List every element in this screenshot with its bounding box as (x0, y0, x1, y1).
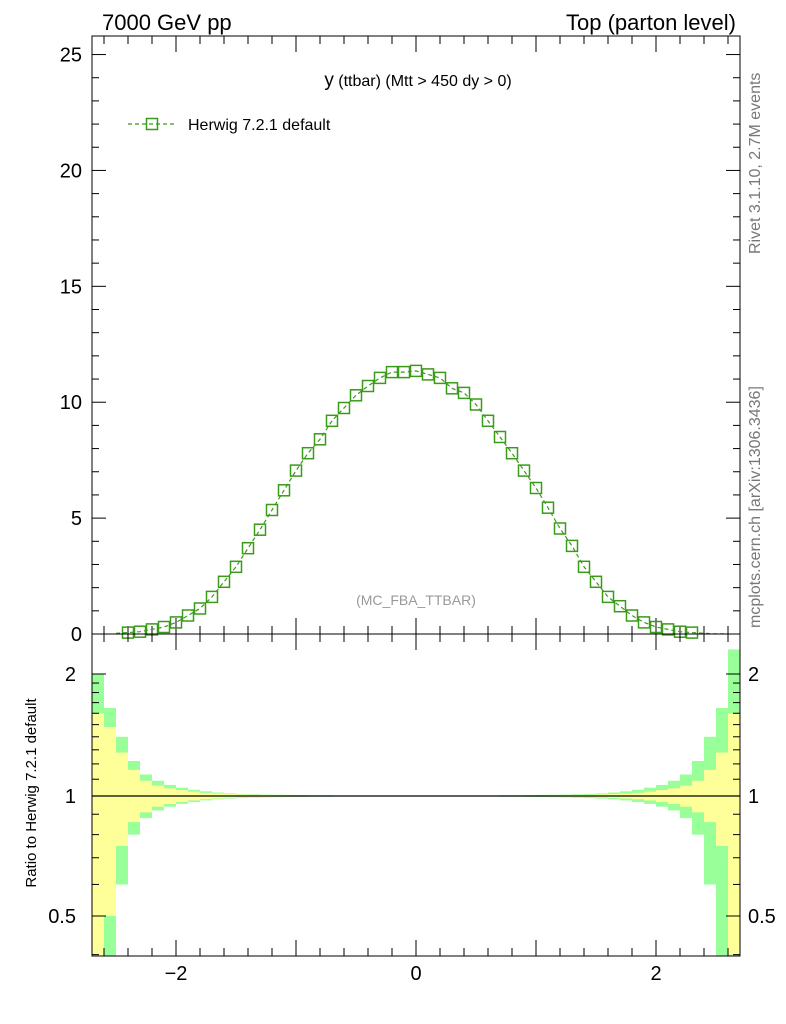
data-point (493, 430, 507, 444)
ratio-y-tick-label-right: 1 (748, 786, 759, 808)
data-point (421, 368, 435, 381)
ratio-y-tick-label: 1 (65, 786, 76, 808)
data-point (205, 590, 219, 604)
x-tick-label: −2 (165, 963, 188, 985)
data-point (529, 481, 543, 495)
ratio-band-inner (716, 752, 728, 846)
data-point (361, 379, 375, 393)
data-point (337, 401, 351, 415)
watermark: (MC_FBA_TTBAR) (356, 592, 476, 608)
data-point (349, 389, 363, 402)
plot-title-rest: (ttbar) (Mtt > 450 dy > 0) (334, 73, 512, 90)
legend-marker (145, 117, 159, 131)
plot-title-main: y (324, 70, 334, 91)
ratio-axis-ticks (92, 634, 740, 956)
main-axis-ticks (92, 36, 740, 635)
data-point (397, 365, 411, 379)
data-point (625, 609, 639, 622)
data-point (565, 539, 579, 553)
data-point (637, 616, 651, 629)
data-point (553, 522, 567, 535)
ratio-y-tick-label: 0.5 (48, 906, 76, 928)
data-point (661, 623, 675, 636)
ratio-band-inner (104, 727, 116, 916)
data-point (301, 446, 315, 460)
data-point (589, 575, 603, 589)
data-point (649, 620, 663, 634)
data-point (241, 541, 255, 555)
main-y-tick-label: 10 (60, 392, 82, 414)
x-tick-label: 0 (410, 963, 421, 985)
data-point (325, 414, 339, 428)
data-point (253, 523, 267, 536)
data-point (577, 560, 591, 574)
plot-title: y (ttbar) (Mtt > 450 dy > 0) (324, 70, 511, 91)
ratio-y-tick-label-right: 0.5 (748, 906, 776, 928)
data-point (157, 620, 171, 634)
data-point (313, 433, 327, 446)
data-point (613, 599, 627, 613)
main-series (115, 364, 728, 639)
data-point (373, 371, 387, 385)
data-point (685, 626, 699, 639)
rivet-label: Rivet 3.1.10, 2.7M events (747, 73, 764, 254)
data-point (481, 414, 495, 428)
data-point (445, 382, 459, 395)
main-y-tick-label: 0 (71, 624, 82, 646)
ratio-frame (91, 633, 741, 957)
data-point (541, 501, 555, 514)
data-point (385, 365, 399, 379)
ratio-tick-labels: 0.5 0.5 1 1 2 2 −2 0 2 (48, 664, 776, 985)
data-point (601, 590, 615, 604)
data-point (517, 464, 531, 477)
data-point (289, 464, 303, 477)
ratio-bands (92, 649, 740, 956)
main-y-tick-label: 25 (60, 45, 82, 67)
x-tick-label: 2 (650, 963, 661, 985)
ratio-band-inner (116, 752, 128, 846)
header-right: Top (parton level) (566, 10, 736, 35)
mcplots-label: mcplots.cern.ch [arXiv:1306.3436] (747, 386, 764, 628)
main-y-tick-label: 20 (60, 160, 82, 182)
data-point (169, 616, 183, 629)
legend: Herwig 7.2.1 default (128, 117, 331, 134)
data-point (457, 386, 471, 400)
header-left: 7000 GeV pp (102, 10, 232, 35)
data-point (229, 560, 243, 574)
main-y-tick-label: 5 (71, 508, 82, 530)
ratio-ylabel: Ratio to Herwig 7.2.1 default (23, 698, 40, 888)
data-point (217, 575, 231, 589)
data-point (193, 602, 207, 615)
data-point (133, 625, 147, 638)
data-point (469, 398, 483, 411)
data-point (265, 503, 279, 517)
main-y-tick-label: 15 (60, 276, 82, 298)
data-point (277, 484, 291, 497)
data-point (433, 371, 447, 385)
legend-label: Herwig 7.2.1 default (188, 117, 331, 134)
data-point (409, 364, 423, 378)
data-point (505, 446, 519, 460)
ratio-y-tick-label: 2 (65, 664, 76, 686)
ratio-band-inner (728, 713, 740, 955)
data-point (181, 609, 195, 622)
ratio-y-tick-label-right: 2 (748, 664, 759, 686)
main-tick-labels: 0 5 10 15 20 25 (60, 45, 82, 646)
